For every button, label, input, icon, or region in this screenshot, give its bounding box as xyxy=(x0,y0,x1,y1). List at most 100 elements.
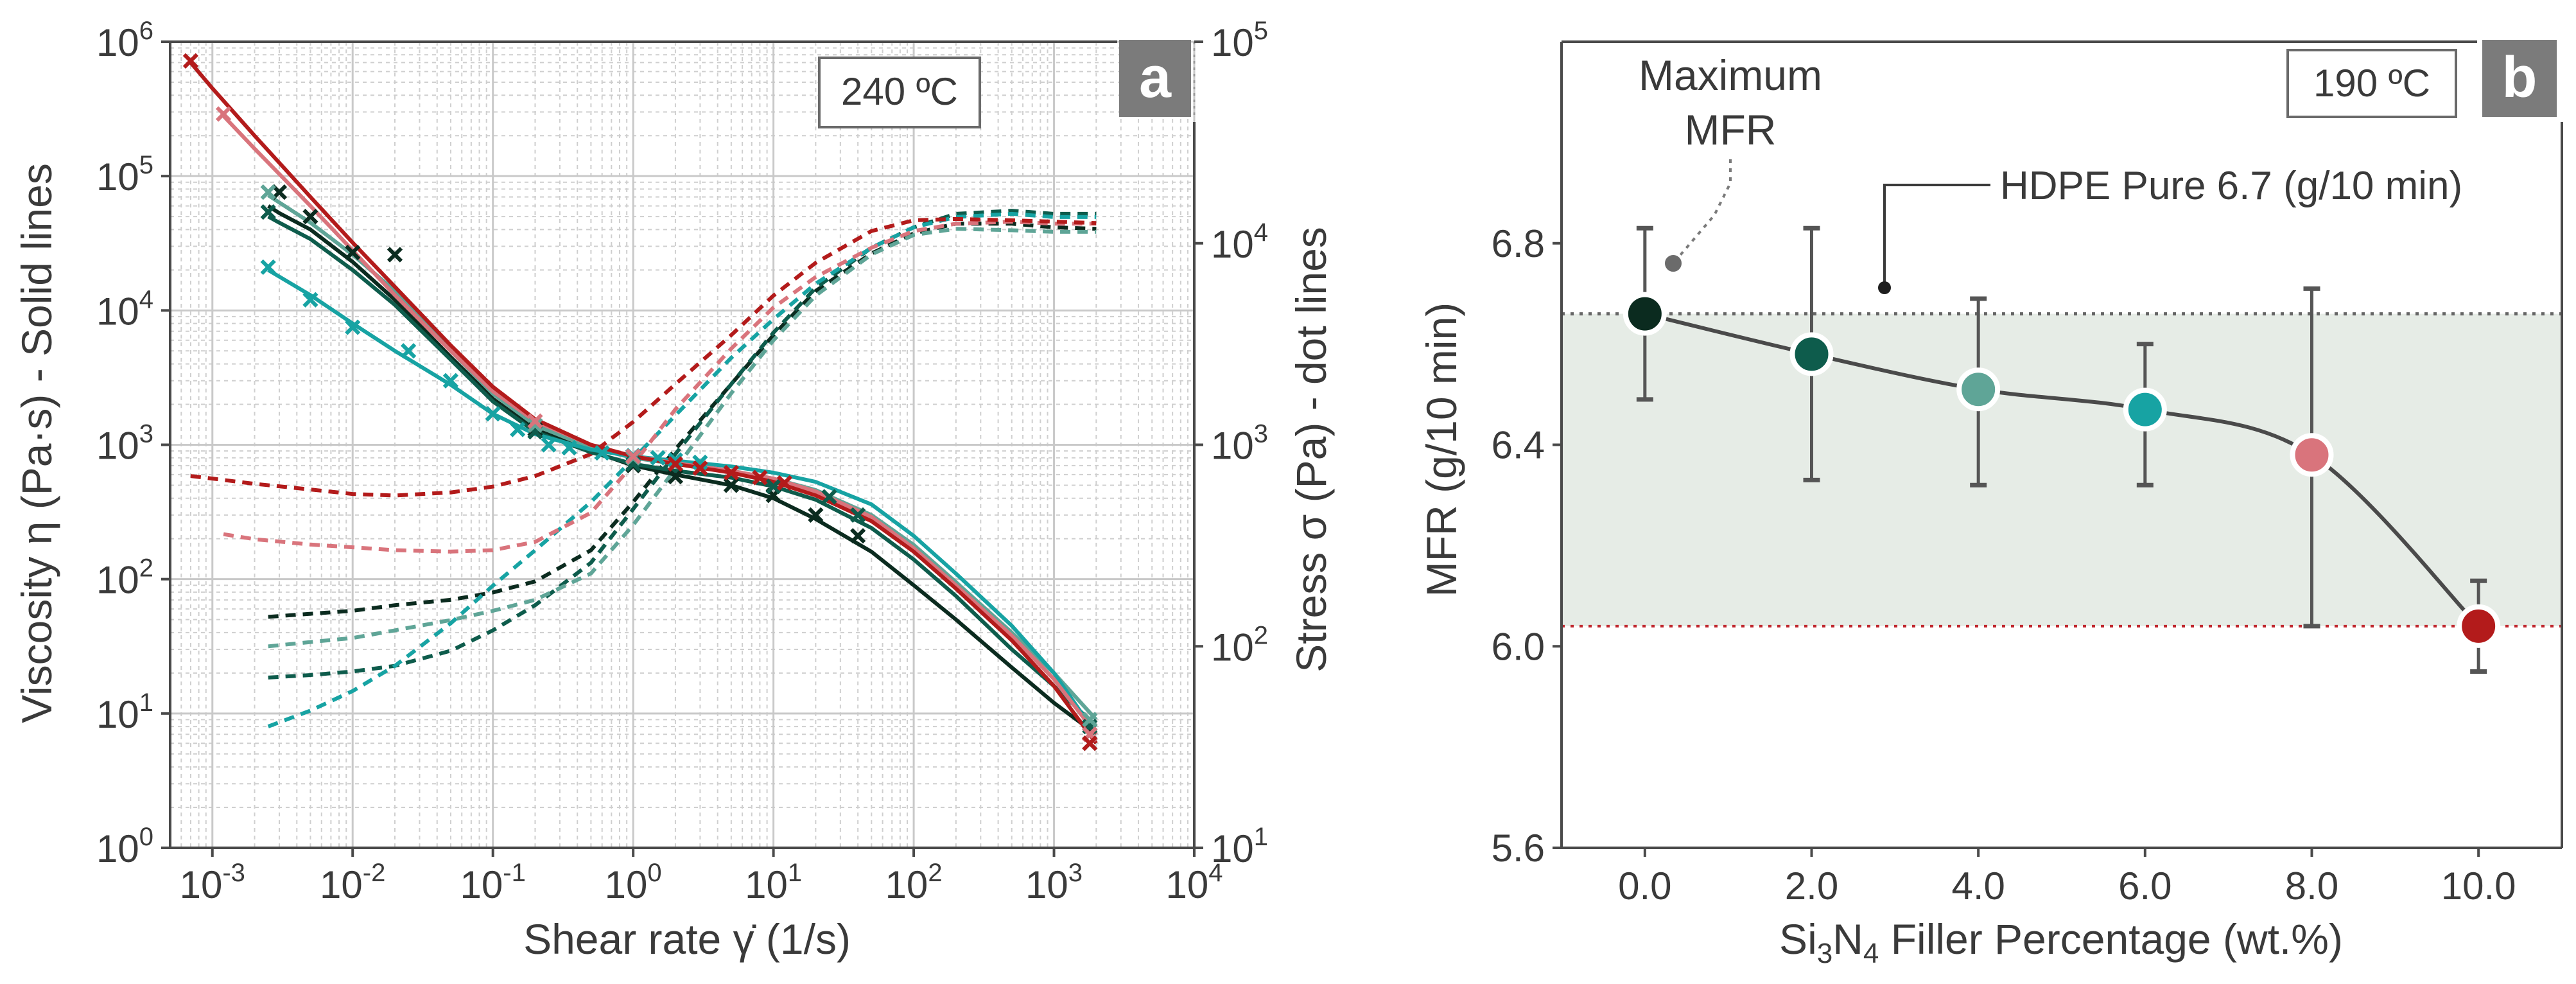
panel-a-x-axis-title: Shear rate γ̇ (1/s) xyxy=(523,915,851,963)
viscosity-marker xyxy=(345,319,361,335)
x-tick-label: 101 xyxy=(745,859,802,906)
viscosity-marker xyxy=(667,468,684,485)
left-y-tick-label: 103 xyxy=(96,420,153,468)
viscosity-line-series-1 xyxy=(267,215,1098,728)
viscosity-marker xyxy=(850,507,866,523)
viscosity-marker xyxy=(302,292,318,308)
panel-b-temperature-label: 190 ºC xyxy=(2313,62,2430,105)
viscosity-marker xyxy=(1082,735,1098,751)
panel-a-left-axis-title: Viscosity η (Pa·s) - Solid lines xyxy=(13,163,60,723)
panel-b-x-tick-label: 8.0 xyxy=(2285,865,2338,908)
panel-b-y-tick-label: 6.8 xyxy=(1492,222,1545,265)
viscosity-marker xyxy=(821,489,837,505)
panel-b-x-axis-title: Si3N4 Filler Percentage (wt.%) xyxy=(1779,915,2343,969)
panel-a-stress-lines xyxy=(190,209,1097,728)
viscosity-marker xyxy=(260,259,276,276)
viscosity-marker xyxy=(387,247,403,263)
mfr-data-point xyxy=(1956,367,2001,412)
viscosity-marker xyxy=(765,479,781,495)
left-y-tick-label: 100 xyxy=(96,823,153,870)
panel-b-y-axis-title: MFR (g/10 min) xyxy=(1418,303,1465,597)
panel-b-x-tick-label: 10.0 xyxy=(2441,865,2516,908)
viscosity-marker xyxy=(260,184,276,200)
panel-b-hdpe-label: HDPE Pure 6.7 (g/10 min) xyxy=(2000,164,2462,208)
panel-a-temperature-label: 240 ºC xyxy=(841,70,958,113)
viscosity-marker xyxy=(723,464,739,481)
x-tick-label: 102 xyxy=(885,859,943,906)
panel-b-x-tick-label: 4.0 xyxy=(1951,865,2005,908)
stress-line-series-2 xyxy=(268,227,1097,649)
mfr-data-point xyxy=(1623,292,1667,336)
mfr-data-point xyxy=(1789,332,1834,376)
panel-a-right-axis-title: Stress σ (Pa) - dot lines xyxy=(1287,227,1335,672)
mfr-data-point xyxy=(2290,433,2334,477)
viscosity-marker xyxy=(625,448,641,464)
viscosity-marker xyxy=(776,475,793,491)
viscosity-marker xyxy=(752,470,768,486)
panel-b-max-leader xyxy=(1672,159,1732,265)
viscosity-line-series-4 xyxy=(222,114,1098,736)
viscosity-marker xyxy=(561,440,577,456)
viscosity-marker xyxy=(692,454,708,470)
panel-a: 10-3 10-2 10-1 100 101 102 103 104 100 101 102 103 1… xyxy=(13,17,1335,963)
panel-b: 0.0 2.0 4.0 6.0 8.0 10.05.66.06.46.8 Maximum … xyxy=(1418,40,2563,969)
viscosity-marker xyxy=(808,507,824,523)
panel-b-hdpe-leader-dot xyxy=(1878,281,1891,294)
viscosity-marker xyxy=(850,528,866,544)
panel-b-max-leader-dot xyxy=(1662,252,1684,274)
panel-b-y-tick-label: 6.0 xyxy=(1492,625,1545,668)
left-y-tick-label: 101 xyxy=(96,689,153,736)
panel-a-markers xyxy=(182,53,1098,751)
left-y-tick-label: 102 xyxy=(96,554,153,602)
stress-line-series-5 xyxy=(190,216,1097,498)
stress-line-series-4 xyxy=(223,220,1097,554)
viscosity-marker xyxy=(527,417,543,434)
viscosity-marker xyxy=(667,452,684,468)
x-tick-label: 103 xyxy=(1025,859,1083,906)
x-tick-label: 10-1 xyxy=(460,859,526,906)
panel-b-x-tick-label: 0.0 xyxy=(1618,865,1671,908)
viscosity-marker xyxy=(541,437,557,453)
panel-b-shaded-band xyxy=(1562,313,2562,626)
panel-b-temperature-box xyxy=(2286,49,2457,118)
panel-b-max-label-line2: MFR xyxy=(1685,106,1777,154)
viscosity-marker xyxy=(1082,712,1098,728)
viscosity-marker xyxy=(723,477,739,493)
right-y-tick-label: 102 xyxy=(1211,621,1268,669)
panel-a-letter: a xyxy=(1139,46,1172,110)
panel-b-hdpe-leader xyxy=(1883,184,1990,288)
left-y-tick-label: 106 xyxy=(96,17,153,64)
mfr-data-point xyxy=(2123,387,2167,432)
right-y-tick-label: 104 xyxy=(1211,218,1268,266)
viscosity-marker xyxy=(345,244,361,261)
x-tick-label: 104 xyxy=(1166,859,1223,906)
left-y-tick-label: 104 xyxy=(96,285,153,333)
viscosity-marker xyxy=(510,421,526,437)
x-tick-label: 10-2 xyxy=(320,859,385,906)
x-tick-label: 100 xyxy=(605,859,662,906)
viscosity-marker xyxy=(302,209,318,225)
x-tick-label: 10-3 xyxy=(180,859,245,906)
viscosity-line-series-0 xyxy=(267,204,1098,736)
panel-b-y-tick-label: 5.6 xyxy=(1492,827,1545,870)
left-y-tick-label: 105 xyxy=(96,151,153,198)
viscosity-marker xyxy=(594,445,610,461)
viscosity-marker xyxy=(401,343,417,359)
viscosity-marker xyxy=(692,460,708,477)
viscosity-marker xyxy=(260,204,276,220)
viscosity-marker xyxy=(442,373,459,389)
right-y-tick-label: 101 xyxy=(1211,823,1268,870)
panel-b-tick-labels: 0.0 2.0 4.0 6.0 8.0 10.0 5.6 6.0 6.4 6.8 xyxy=(1492,222,2516,908)
panel-b-y-tick-label: 6.4 xyxy=(1492,424,1545,467)
panel-a-letter-box xyxy=(1119,40,1191,117)
viscosity-marker xyxy=(215,106,232,122)
panel-b-letter: b xyxy=(2502,46,2537,110)
panel-a-tick-labels: 10-3 10-2 10-1 100 101 102 103 104 100 101 102 103 1… xyxy=(96,17,1268,906)
panel-b-x-tick-label: 2.0 xyxy=(1785,865,1838,908)
panel-b-data-points xyxy=(1623,292,2501,648)
stress-line-series-3 xyxy=(267,211,1097,728)
panel-b-letter-box xyxy=(2482,40,2557,117)
viscosity-marker xyxy=(485,406,501,422)
right-y-tick-label: 103 xyxy=(1211,420,1268,468)
